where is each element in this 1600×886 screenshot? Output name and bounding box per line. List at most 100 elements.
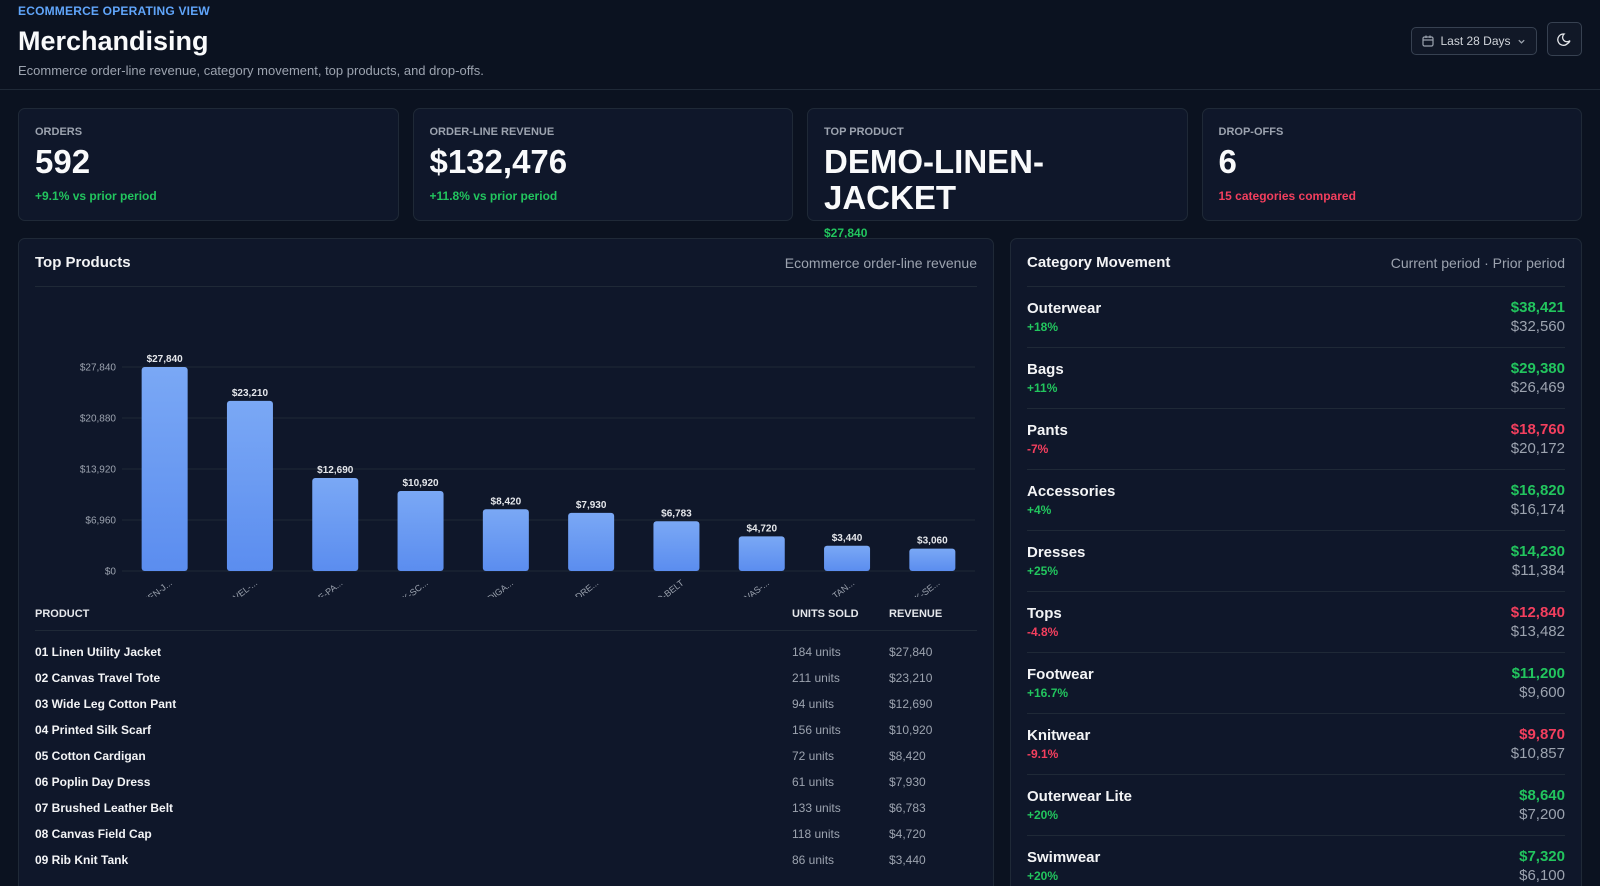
kpi-card-drop-offs: DROP-OFFS 6 15 categories compared [1201,108,1582,221]
category-prior-value: $11,384 [1511,562,1565,579]
date-range-button[interactable]: Last 28 Days [1411,27,1537,55]
product-units: 94 units [792,697,835,711]
category-current-value: $18,760 [1510,421,1565,438]
table-row[interactable]: 01 Linen Utility Jacket 184 units $27,840 [35,639,977,665]
product-name: 04 Printed Silk Scarf [35,723,152,737]
bar-value-label: $12,690 [317,465,354,476]
category-prior-value: $20,172 [1510,440,1565,457]
table-row[interactable]: 08 Canvas Field Cap 118 units $4,720 [35,821,977,847]
category-prior-value: $9,600 [1519,684,1565,701]
category-left: Outerwear +18% [1027,300,1101,334]
kpi-card-top-product: TOP PRODUCT DEMO-LINEN-JACKET $27,840 [807,108,1188,240]
category-right: $11,200 $9,600 [1512,665,1565,701]
bar [568,512,615,571]
category-name: Tops [1027,605,1062,622]
x-tick-label: DEMO-SOCK-SE... [874,578,942,597]
bar-value-label: $3,440 [832,533,863,544]
product-revenue: $12,690 [889,697,933,711]
table-row[interactable]: 02 Canvas Travel Tote 211 units $23,210 [35,665,977,691]
column-header-units: UNITS SOLD [792,607,859,620]
product-name: 02 Canvas Travel Tote [35,671,161,685]
kpi-delta: +9.1% vs prior period [35,189,157,204]
product-revenue: $23,210 [889,671,933,685]
x-tick-label: DEMO-CANVAS-... [704,578,771,597]
kpi-delta: +11.8% vs prior period [429,189,558,204]
chevron-down-icon [1517,39,1525,44]
table-row[interactable]: 04 Printed Silk Scarf 156 units $10,920 [35,717,977,743]
category-prior-value: $32,560 [1510,318,1565,335]
x-tick-label: DEMO-LINEN-J... [111,578,174,597]
product-units: 72 units [792,749,835,763]
kpi-delta: 15 categories compared [1218,189,1356,204]
bar-value-label: $23,210 [232,388,269,399]
bar-value-label: $10,920 [402,478,439,489]
category-row[interactable]: Accessories +4% $16,820 $16,174 [1027,470,1565,531]
category-right: $9,870 $10,857 [1511,726,1565,762]
category-current-value: $11,200 [1511,665,1565,682]
bar-value-label: $7,930 [576,500,607,511]
table-row[interactable]: 09 Rib Knit Tank 86 units $3,440 [35,847,977,873]
category-pct-change: +4% [1027,503,1052,517]
category-row[interactable]: Pants -7% $18,760 $20,172 [1027,409,1565,470]
category-current-value: $16,820 [1510,482,1565,499]
category-current-value: $14,230 [1510,543,1565,560]
kpi-value: $132,476 [429,143,568,180]
kpi-value: 6 [1218,143,1237,180]
category-current-value: $38,421 [1510,299,1565,316]
table-row[interactable]: 07 Brushed Leather Belt 133 units $6,783 [35,795,977,821]
category-left: Pants -7% [1027,422,1068,456]
category-row[interactable]: Outerwear Lite +20% $8,640 $7,200 [1027,775,1565,836]
kpi-value: 592 [35,143,91,180]
category-row[interactable]: Dresses +25% $14,230 $11,384 [1027,531,1565,592]
bar [482,509,529,571]
category-right: $18,760 $20,172 [1511,421,1565,457]
category-name: Bags [1027,361,1064,378]
panel-header: Category Movement Current period · Prior… [1027,239,1565,287]
eyebrow-label: ECOMMERCE OPERATING VIEW [18,4,210,18]
x-tick-label: DEMO-SILK-SC... [366,578,429,597]
bar [141,367,188,571]
product-name: 01 Linen Utility Jacket [35,645,162,659]
category-pct-change: +18% [1027,320,1059,334]
theme-toggle-button[interactable] [1547,22,1582,56]
bar [397,490,444,571]
category-row[interactable]: Footwear +16.7% $11,200 $9,600 [1027,653,1565,714]
category-name: Footwear [1027,666,1094,683]
category-row[interactable]: Swimwear +20% $7,320 $6,100 [1027,836,1565,886]
category-prior-value: $7,200 [1519,806,1565,823]
category-name: Knitwear [1027,727,1091,744]
category-current-value: $29,380 [1510,360,1565,377]
category-left: Swimwear +20% [1027,849,1100,883]
kpi-value: DEMO-LINEN-JACKET [824,143,1044,217]
category-pct-change: +20% [1027,869,1059,883]
category-prior-value: $26,469 [1510,379,1565,396]
table-row[interactable]: 03 Wide Leg Cotton Pant 94 units $12,690 [35,691,977,717]
category-row[interactable]: Tops -4.8% $12,840 $13,482 [1027,592,1565,653]
category-row[interactable]: Outerwear +18% $38,421 $32,560 [1027,287,1565,348]
category-row[interactable]: Knitwear -9.1% $9,870 $10,857 [1027,714,1565,775]
category-left: Dresses +25% [1027,544,1085,578]
category-pct-change: +11% [1027,381,1058,395]
product-revenue: $27,840 [889,645,933,659]
category-pct-change: -7% [1027,442,1049,456]
table-row[interactable]: 05 Cotton Cardigan 72 units $8,420 [35,743,977,769]
kpi-label: DROP-OFFS [1218,126,1284,138]
bar [824,545,871,571]
bar [909,548,956,571]
category-row[interactable]: Bags +11% $29,380 $26,469 [1027,348,1565,409]
page-subtitle: Ecommerce order-line revenue, category m… [18,63,484,78]
table-row[interactable]: 06 Poplin Day Dress 61 units $7,930 [35,769,977,795]
product-name: 07 Brushed Leather Belt [35,801,174,815]
column-header-product: PRODUCT [35,607,90,620]
product-revenue: $6,783 [889,801,926,815]
product-units: 211 units [792,671,840,685]
y-tick-label: $6,960 [85,516,116,527]
x-tick-label: DEMO-RIB-TAN... [793,578,857,597]
panel-meta: Ecommerce order-line revenue [784,254,977,271]
y-tick-label: $20,880 [80,414,117,425]
column-header-revenue: REVENUE [889,607,943,620]
panel-title: Category Movement [1027,254,1171,271]
top-products-table: PRODUCT UNITS SOLD REVENUE 01 Linen Util… [35,597,977,873]
product-units: 156 units [792,723,841,737]
kpi-row: ORDERS 592 +9.1% vs prior period ORDER-L… [18,108,1582,240]
